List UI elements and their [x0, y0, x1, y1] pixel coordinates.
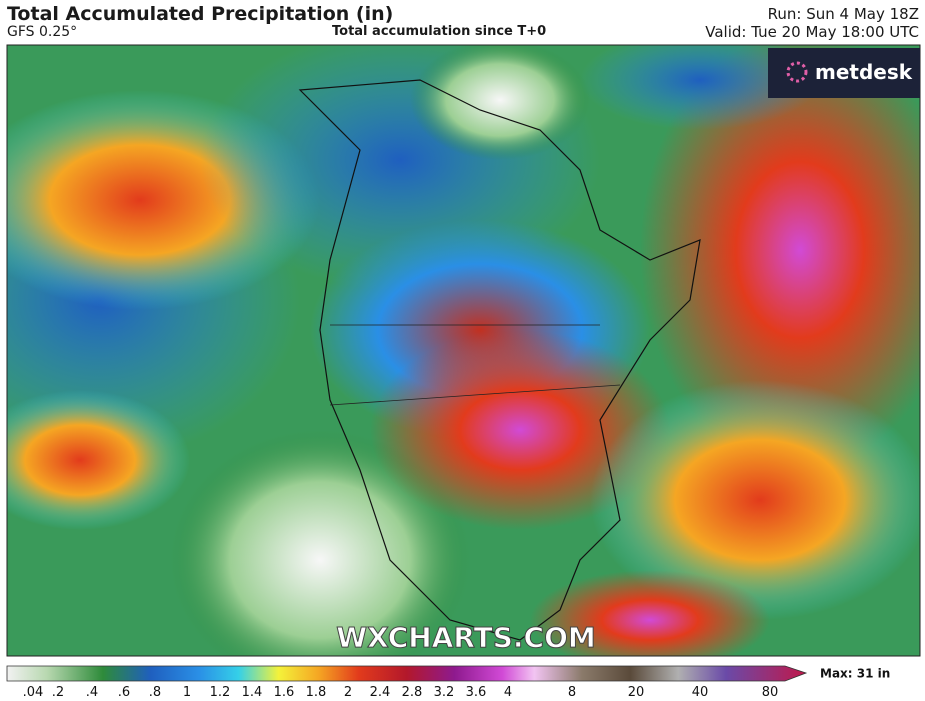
legend-tick-label: 40 [692, 685, 709, 700]
legend-tick-label: 1 [183, 685, 191, 700]
max-label: Max: 31 in [820, 667, 890, 681]
logo-box [768, 48, 920, 98]
title: Total Accumulated Precipitation (in) [7, 3, 394, 25]
legend-tick-label: 20 [628, 685, 645, 700]
legend-tick-label: 3.2 [434, 685, 455, 700]
legend-tick-label: 80 [762, 685, 779, 700]
legend-tick-label: 4 [504, 685, 512, 700]
color-bar [6, 665, 808, 682]
legend-tick-label: 1.6 [274, 685, 295, 700]
valid: Valid: Tue 20 May 18:00 UTC [705, 23, 919, 41]
legend-tick-label: .4 [86, 685, 98, 700]
legend-tick-label: 2.8 [402, 685, 423, 700]
legend-tick-label: .8 [149, 685, 161, 700]
logo: metdesk [815, 60, 913, 84]
model: GFS 0.25° [7, 24, 78, 40]
watermark: WXCHARTS.COM [336, 621, 596, 654]
legend-tick-label: 1.8 [306, 685, 327, 700]
legend-tick-label: 3.6 [466, 685, 487, 700]
legend-tick-label: .2 [52, 685, 64, 700]
legend-tick-label: 8 [568, 685, 576, 700]
legend-tick-label: .04 [23, 685, 44, 700]
legend-tick-label: 2 [344, 685, 352, 700]
subtitle: Total accumulation since T+0 [332, 24, 547, 39]
run: Run: Sun 4 May 18Z [767, 5, 919, 23]
legend-tick-label: 2.4 [370, 685, 391, 700]
legend-tick-label: .6 [118, 685, 130, 700]
legend-tick-label: 1.4 [242, 685, 263, 700]
legend-tick-label: 1.2 [210, 685, 231, 700]
